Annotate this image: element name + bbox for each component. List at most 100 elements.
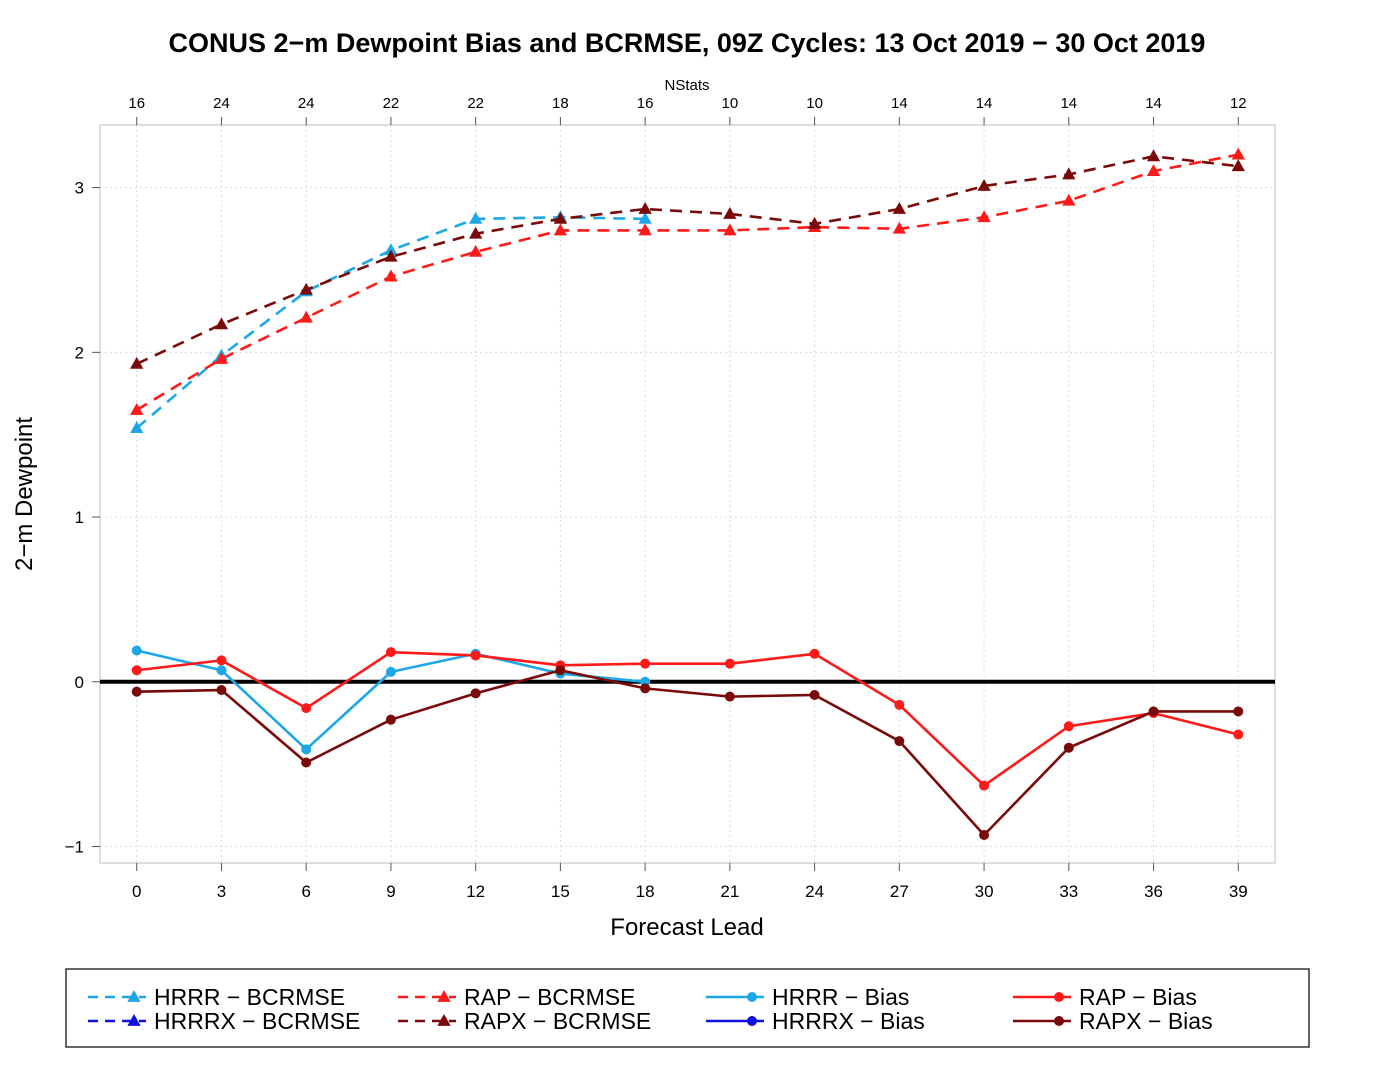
nstats-tick-label: 10: [806, 95, 823, 112]
series-6: [131, 647, 1244, 791]
nstats-tick-label: 14: [1060, 95, 1077, 112]
y-tick-label: 2: [75, 343, 84, 362]
legend-swatch-marker: [437, 990, 451, 1002]
data-point: [1063, 721, 1074, 732]
legend-swatch-marker: [437, 1014, 451, 1026]
data-point: [385, 714, 396, 725]
x-tick-label: 18: [636, 882, 655, 901]
data-point: [214, 351, 229, 364]
data-point: [130, 402, 144, 415]
series-3: [130, 149, 1245, 369]
data-point: [640, 683, 651, 694]
x-tick-label: 12: [466, 882, 485, 901]
legend-label: RAP − Bias: [1079, 984, 1197, 1010]
data-point: [301, 744, 312, 755]
x-tick-label: 6: [301, 882, 310, 901]
data-point: [385, 666, 396, 677]
data-point: [131, 645, 142, 656]
data-point: [384, 243, 398, 256]
x-axis-label: Forecast Lead: [610, 914, 763, 941]
data-point: [1148, 706, 1159, 717]
data-point: [979, 829, 990, 840]
data-point: [809, 689, 820, 700]
legend-label: RAPX − BCRMSE: [464, 1008, 651, 1034]
nstats-tick-label: 16: [128, 95, 145, 112]
data-point: [1233, 706, 1244, 717]
data-point: [1233, 729, 1244, 740]
data-point: [553, 211, 568, 224]
x-tick-label: 27: [890, 882, 909, 901]
legend-entry: HRRR − BCRMSE: [88, 984, 345, 1010]
x-tick-label: 36: [1144, 882, 1163, 901]
legend-label: HRRRX − BCRMSE: [154, 1008, 360, 1034]
data-point: [470, 650, 481, 661]
data-point: [892, 202, 906, 214]
legend-swatch-marker: [1054, 992, 1064, 1002]
data-point: [469, 244, 483, 257]
data-point: [216, 655, 227, 666]
data-point: [553, 223, 568, 236]
data-point: [894, 736, 905, 747]
series-line: [136, 650, 1239, 787]
y-tick-label: 0: [75, 673, 84, 692]
nstats-tick-label: 14: [891, 95, 908, 112]
x-tick-label: 15: [551, 882, 570, 901]
y-tick-label: 3: [75, 179, 84, 198]
data-point: [638, 223, 652, 236]
legend-swatch-marker: [1054, 1016, 1064, 1026]
nstats-tick-label: 14: [1145, 95, 1162, 112]
data-point: [216, 685, 227, 696]
legend-swatch-marker: [747, 992, 757, 1002]
x-tick-label: 21: [720, 882, 739, 901]
legend-swatch-marker: [127, 1014, 141, 1026]
series-line: [136, 668, 1239, 837]
legend-label: RAPX − Bias: [1079, 1008, 1213, 1034]
data-point: [723, 223, 737, 236]
x-tick-label: 0: [132, 882, 141, 901]
data-point: [1231, 159, 1245, 172]
data-point: [724, 658, 735, 669]
data-point: [977, 210, 991, 223]
data-point: [640, 658, 651, 669]
legend-label: HRRR − BCRMSE: [154, 984, 345, 1010]
plot-frame: [99, 124, 1276, 864]
data-point: [299, 282, 313, 295]
x-tick-label: 9: [386, 882, 395, 901]
legend-entry: RAP − BCRMSE: [398, 984, 636, 1010]
data-point: [301, 703, 312, 714]
legend-entry: RAP − Bias: [1013, 984, 1197, 1010]
legend-entry: HRRRX − BCRMSE: [88, 1008, 360, 1034]
nstats-tick-label: 12: [1230, 95, 1247, 112]
data-point: [809, 648, 820, 659]
data-point: [979, 780, 990, 791]
nstats-tick-label: 18: [552, 95, 569, 112]
legend-entry: RAPX − Bias: [1013, 1008, 1213, 1034]
data-point: [301, 757, 312, 768]
x-tick-label: 39: [1229, 882, 1248, 901]
y-axis-label: 2−m Dewpoint: [11, 417, 38, 571]
data-point: [131, 665, 142, 676]
data-point: [1062, 193, 1076, 206]
data-point: [469, 211, 483, 224]
data-point: [638, 202, 652, 214]
axes: 0163246249221222151818162110241027143014…: [65, 95, 1248, 901]
y-tick-label: 1: [75, 508, 84, 527]
top-axis-label: NStats: [664, 77, 709, 94]
x-tick-label: 30: [975, 882, 994, 901]
x-tick-label: 24: [805, 882, 824, 901]
data-point: [1146, 164, 1161, 177]
legend-swatch-marker: [127, 990, 141, 1002]
nstats-tick-label: 22: [383, 95, 400, 112]
nstats-tick-label: 16: [637, 95, 654, 112]
series-7: [131, 665, 1244, 840]
data-point: [555, 665, 566, 676]
data-point: [214, 317, 229, 330]
legend-label: RAP − BCRMSE: [464, 984, 636, 1010]
data-point: [723, 206, 737, 219]
data-point: [384, 249, 398, 262]
x-tick-label: 3: [217, 882, 226, 901]
data-point: [1146, 149, 1161, 162]
nstats-tick-label: 22: [467, 95, 484, 112]
